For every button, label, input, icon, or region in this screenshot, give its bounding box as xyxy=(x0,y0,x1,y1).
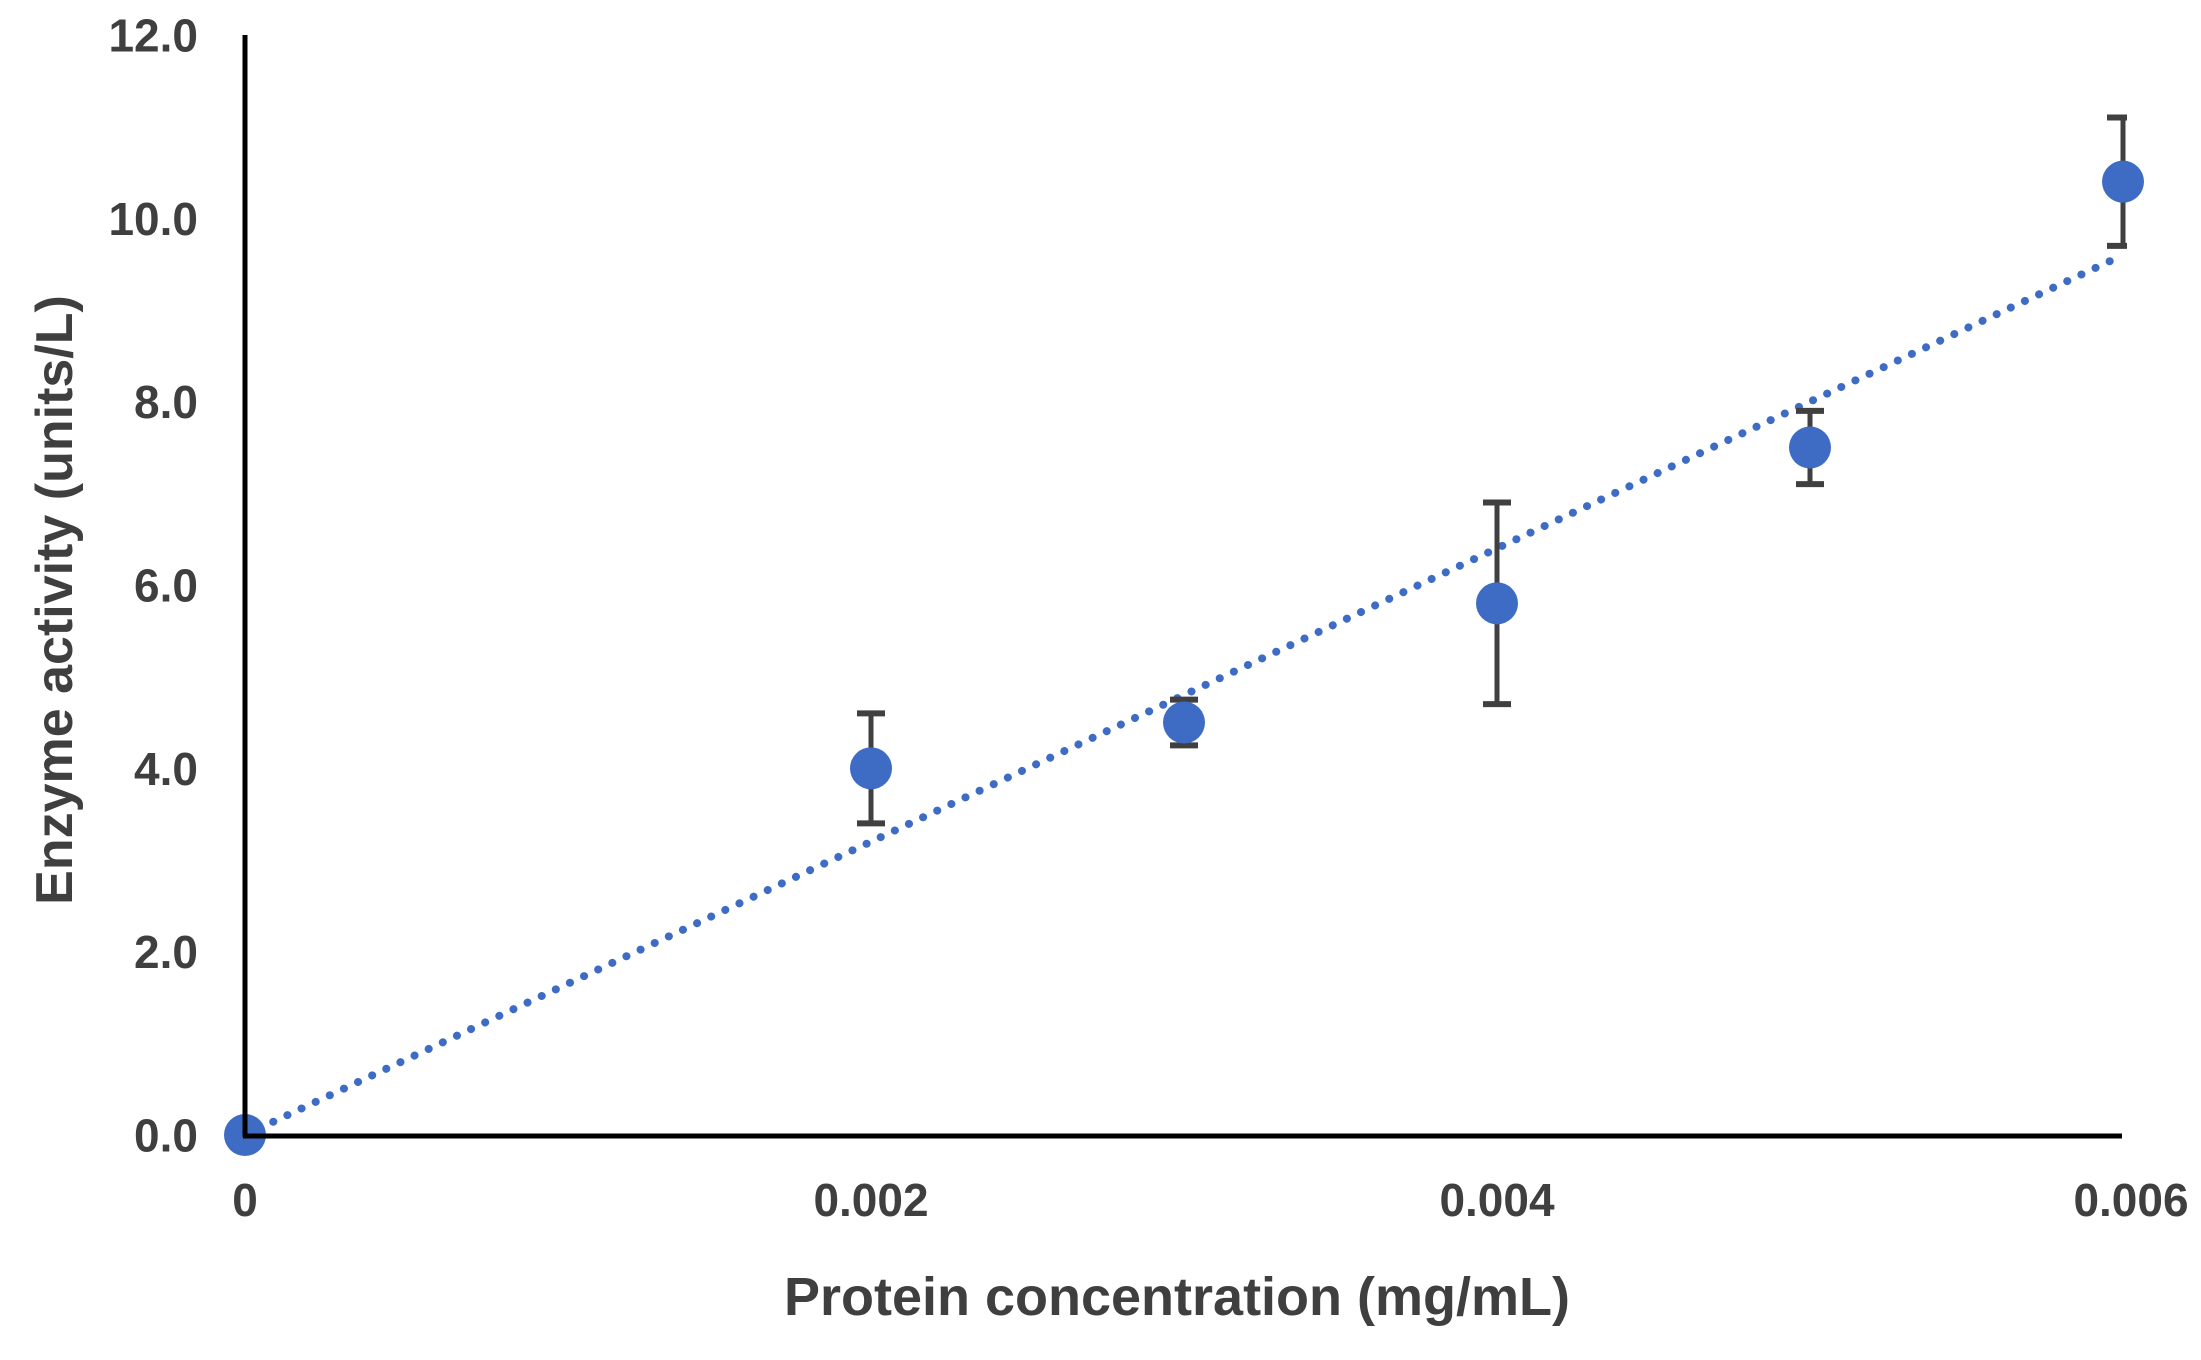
data-point xyxy=(1789,426,1831,469)
x-tick-label: 0.006 xyxy=(2073,1174,2188,1226)
error-bars-group xyxy=(857,114,2127,827)
trendline xyxy=(241,251,2127,1139)
y-tick-label: 12.0 xyxy=(108,10,198,62)
y-tick-label: 4.0 xyxy=(134,743,198,795)
x-axis-tick-labels: 0 0.002 0.004 0.006 xyxy=(232,1174,2188,1226)
y-tick-label: 6.0 xyxy=(134,560,198,612)
y-axis-title: Enzyme activity (units/L) xyxy=(26,295,84,905)
data-point xyxy=(1163,701,1205,744)
y-tick-label: 0.0 xyxy=(134,1110,198,1162)
y-axis-tick-labels: 0.0 2.0 4.0 6.0 8.0 10.0 12.0 xyxy=(108,10,198,1162)
x-tick-label: 0.004 xyxy=(1439,1174,1555,1226)
x-tick-label: 0 xyxy=(232,1174,258,1226)
data-point xyxy=(850,747,892,790)
y-tick-label: 8.0 xyxy=(134,376,198,428)
x-tick-label: 0.002 xyxy=(813,1174,928,1226)
data-point xyxy=(2102,160,2144,203)
y-tick-label: 2.0 xyxy=(134,926,198,978)
data-point xyxy=(1476,582,1518,625)
trendline-group xyxy=(241,251,2127,1139)
x-axis-title: Protein concentration (mg/mL) xyxy=(784,1267,1570,1327)
y-tick-label: 10.0 xyxy=(108,193,198,245)
data-points-group xyxy=(224,160,2144,1156)
